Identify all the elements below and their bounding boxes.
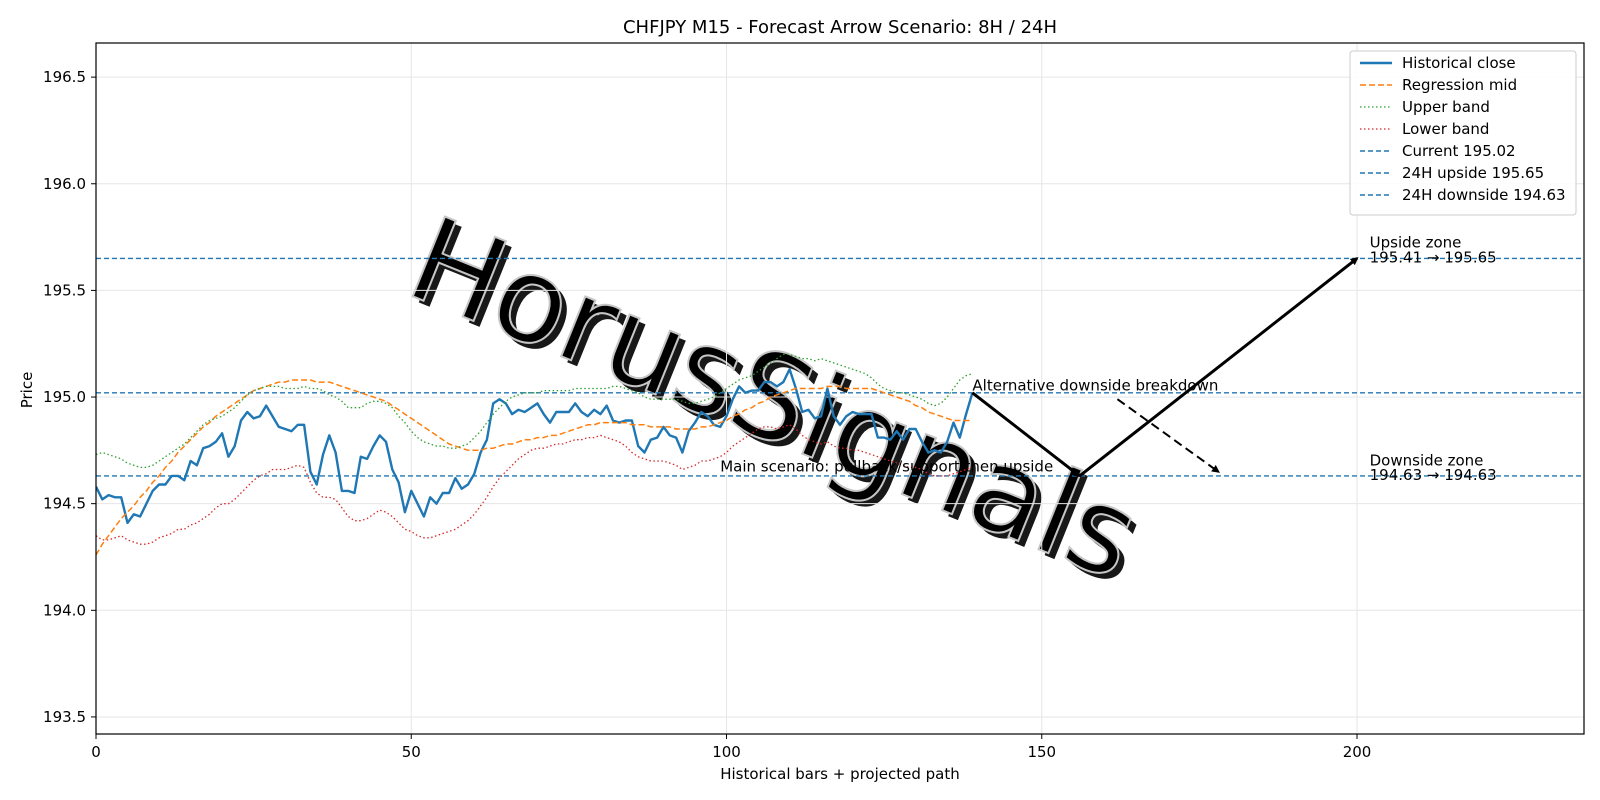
plot-frame bbox=[95, 42, 1585, 735]
legend-label: Upper band bbox=[1402, 98, 1490, 116]
y-tick-label: 195.5 bbox=[43, 281, 86, 299]
series-line bbox=[96, 368, 974, 525]
annotation-text: Main scenario: pullback/support then ups… bbox=[720, 458, 1053, 476]
main-scenario-arrow bbox=[1078, 257, 1359, 478]
y-tick-label: 195.0 bbox=[43, 388, 86, 406]
chart-title: CHFJPY M15 - Forecast Arrow Scenario: 8H… bbox=[623, 17, 1057, 38]
x-tick-label: 0 bbox=[91, 743, 101, 761]
price-levels bbox=[96, 257, 1584, 477]
x-tick-label: 150 bbox=[1027, 743, 1056, 761]
legend-label: Lower band bbox=[1402, 120, 1489, 138]
main-scenario-arrow bbox=[971, 391, 1082, 478]
x-axis-label: Historical bars + projected path bbox=[720, 765, 960, 783]
annotation-text: 195.41 → 195.65 bbox=[1370, 249, 1497, 267]
y-axis-ticks: 193.5 194.0 194.5 195.0 195.5 196.0 196.5 bbox=[43, 68, 96, 726]
alternative-scenario-arrow bbox=[1116, 398, 1220, 473]
legend: Historical close Regression mid Upper band… bbox=[1349, 50, 1577, 216]
y-tick-label: 196.5 bbox=[43, 68, 86, 86]
y-tick-label: 194.0 bbox=[43, 601, 86, 619]
legend-label: Current 195.02 bbox=[1402, 142, 1516, 160]
annotation-text: Alternative downside breakdown bbox=[972, 377, 1218, 395]
x-tick-label: 100 bbox=[712, 743, 741, 761]
legend-label: Historical close bbox=[1402, 54, 1516, 72]
x-axis-ticks: 0 50 100 150 200 bbox=[91, 734, 1371, 761]
annotation-text: Downside zone bbox=[1370, 451, 1484, 469]
series-lines bbox=[96, 353, 974, 556]
y-tick-label: 196.0 bbox=[43, 175, 86, 193]
watermark: HorusSignals HorusSignals bbox=[391, 189, 1163, 612]
x-tick-label: 50 bbox=[402, 743, 421, 761]
x-tick-label: 200 bbox=[1343, 743, 1372, 761]
legend-label: Regression mid bbox=[1402, 76, 1517, 94]
series-line bbox=[96, 353, 973, 469]
y-tick-label: 194.5 bbox=[43, 495, 86, 513]
y-axis-label: Price bbox=[18, 372, 36, 409]
legend-label: 24H downside 194.63 bbox=[1402, 186, 1566, 204]
grid bbox=[95, 43, 1584, 734]
y-tick-label: 193.5 bbox=[43, 708, 86, 726]
legend-label: 24H upside 195.65 bbox=[1402, 164, 1544, 182]
scenario-arrows bbox=[971, 257, 1359, 478]
series-line bbox=[96, 379, 973, 556]
annotation-text: Upside zone bbox=[1370, 234, 1462, 252]
annotation-text: 194.63 → 194.63 bbox=[1370, 466, 1497, 484]
legend-box bbox=[1349, 50, 1577, 216]
